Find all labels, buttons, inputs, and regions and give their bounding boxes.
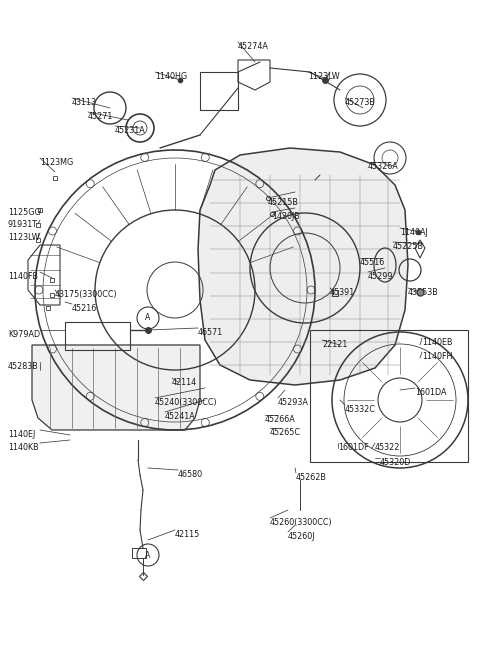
- Text: 1140KB: 1140KB: [8, 443, 38, 452]
- Text: 45283B: 45283B: [8, 362, 39, 371]
- Text: 45260J: 45260J: [288, 532, 315, 541]
- Bar: [200, 72, 238, 110]
- Text: 45240(3300CC): 45240(3300CC): [155, 398, 217, 407]
- Text: 1140HG: 1140HG: [155, 72, 187, 81]
- Text: 45391: 45391: [330, 288, 355, 297]
- Text: 1430JB: 1430JB: [272, 212, 300, 221]
- Text: 45516: 45516: [360, 258, 385, 267]
- Polygon shape: [198, 148, 408, 385]
- Text: 45241A: 45241A: [165, 412, 196, 421]
- Polygon shape: [32, 345, 200, 430]
- Text: 1601DA: 1601DA: [415, 388, 446, 397]
- Text: 45274A: 45274A: [238, 42, 269, 51]
- Text: 46580: 46580: [178, 470, 203, 479]
- Text: 45293A: 45293A: [278, 398, 309, 407]
- Text: 1140EJ: 1140EJ: [8, 430, 35, 439]
- Text: 45332C: 45332C: [345, 405, 376, 414]
- Text: 1601DF: 1601DF: [338, 443, 369, 452]
- Text: 1140EB: 1140EB: [422, 338, 453, 347]
- Text: 43113: 43113: [72, 98, 97, 107]
- Text: 45260(3300CC): 45260(3300CC): [270, 518, 333, 527]
- Text: 45322: 45322: [375, 443, 400, 452]
- Text: 45265C: 45265C: [270, 428, 301, 437]
- Text: 46571: 46571: [198, 328, 223, 337]
- Bar: [132, 548, 146, 558]
- Text: 1125GG: 1125GG: [8, 208, 41, 217]
- Text: K979AD: K979AD: [8, 330, 40, 339]
- Text: A: A: [145, 314, 151, 322]
- Text: 42115: 42115: [175, 530, 200, 539]
- Text: 1140FH: 1140FH: [422, 352, 452, 361]
- Text: 22121: 22121: [322, 340, 348, 349]
- Text: 91931T: 91931T: [8, 220, 38, 229]
- Text: A: A: [145, 550, 151, 559]
- Text: 45215B: 45215B: [268, 198, 299, 207]
- Text: 45225B: 45225B: [393, 242, 424, 251]
- Text: 45320D: 45320D: [380, 458, 411, 467]
- Text: 1123LW: 1123LW: [308, 72, 340, 81]
- Text: 45271: 45271: [88, 112, 113, 121]
- Text: 42114: 42114: [172, 378, 197, 387]
- Text: 43175(3300CC): 43175(3300CC): [55, 290, 118, 299]
- Text: 45216: 45216: [72, 304, 97, 313]
- Text: 1123LW: 1123LW: [8, 233, 40, 242]
- Text: 43253B: 43253B: [408, 288, 439, 297]
- Text: 45262B: 45262B: [296, 473, 327, 482]
- Text: 45326A: 45326A: [368, 162, 399, 171]
- Text: 1123MG: 1123MG: [40, 158, 73, 167]
- Bar: [310, 330, 468, 462]
- Text: 45266A: 45266A: [265, 415, 296, 424]
- Text: 45231A: 45231A: [115, 126, 146, 135]
- Bar: [65, 322, 130, 350]
- Text: 1140FB: 1140FB: [8, 272, 38, 281]
- Text: 1140AJ: 1140AJ: [400, 228, 428, 237]
- Text: 45299: 45299: [368, 272, 394, 281]
- Text: 45273B: 45273B: [345, 98, 376, 107]
